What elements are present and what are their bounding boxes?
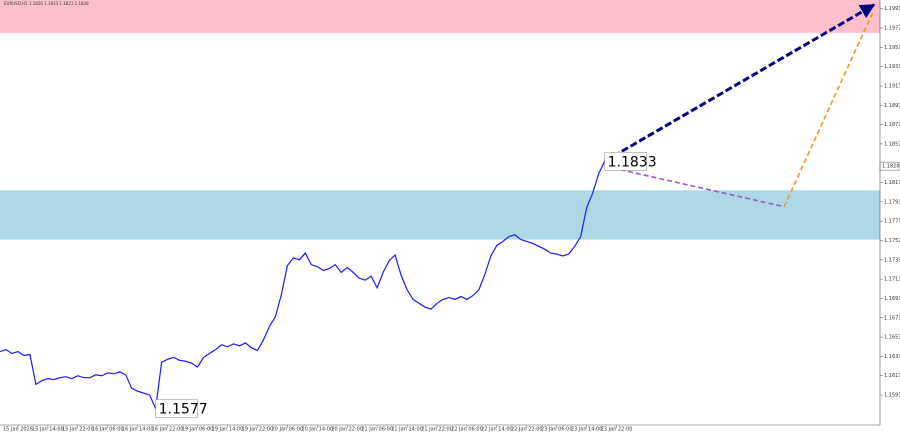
x-tick-label: 20 Jan 22:00 bbox=[331, 427, 363, 432]
y-tick-label: 1.1751 bbox=[884, 238, 900, 244]
y-tick-label: 1.1931 bbox=[884, 64, 900, 70]
y-tick-label: 1.1871 bbox=[884, 122, 900, 128]
y-tick-label: 1.1611 bbox=[884, 373, 900, 379]
y-tick-label: 1.1731 bbox=[884, 257, 900, 263]
forecast-line bbox=[783, 9, 875, 208]
x-tick-label: 22 Jan 06:00 bbox=[451, 427, 483, 432]
x-tick-label: 21 Jan 22:00 bbox=[421, 427, 453, 432]
x-tick-label: 20 Jan 14:00 bbox=[301, 427, 333, 432]
y-tick-label: 1.1631 bbox=[884, 354, 900, 360]
x-tick-label: 15 Jan 22:00 bbox=[62, 427, 94, 432]
y-tick-label: 1.1851 bbox=[884, 141, 900, 147]
x-tick-label: 23 Jan 14:00 bbox=[571, 427, 603, 432]
x-tick-label: 19 Jan 06:00 bbox=[182, 427, 214, 432]
current-price-label: 1.1828 bbox=[882, 164, 900, 170]
x-tick-label: 21 Jan 06:00 bbox=[361, 427, 393, 432]
annotation-label: 1.1833 bbox=[608, 154, 657, 170]
y-tick-label: 1.1911 bbox=[884, 83, 900, 89]
y-tick-label: 1.1591 bbox=[884, 393, 900, 399]
x-tick-label: 20 Jan 06:00 bbox=[272, 427, 304, 432]
annotation-box bbox=[604, 152, 647, 171]
y-tick-label: 1.1991 bbox=[884, 6, 900, 12]
y-tick-label: 1.1791 bbox=[884, 199, 900, 205]
y-tick-label: 1.1771 bbox=[884, 219, 900, 225]
x-tick-label: 19 Jan 14:00 bbox=[212, 427, 244, 432]
y-tick-label: 1.1671 bbox=[884, 315, 900, 321]
y-tick-label: 1.1951 bbox=[884, 45, 900, 51]
y-tick-label: 1.1651 bbox=[884, 335, 900, 341]
y-tick-label: 1.1711 bbox=[884, 277, 900, 283]
x-tick-label: 22 Jan 22:00 bbox=[511, 427, 543, 432]
y-tick-label: 1.1891 bbox=[884, 103, 900, 109]
x-tick-label: 16 Jan 06:00 bbox=[92, 427, 124, 432]
x-tick-label: 16 Jan 14:00 bbox=[122, 427, 154, 432]
annotation-label: 1.1577 bbox=[159, 402, 208, 418]
x-tick-label: 15 Jan 14:00 bbox=[32, 427, 64, 432]
zone bbox=[0, 190, 880, 240]
x-tick-label: 19 Jan 22:00 bbox=[242, 427, 274, 432]
x-tick-label: 16 Jan 22:00 bbox=[152, 427, 184, 432]
x-tick-label: 22 Jan 14:00 bbox=[481, 427, 513, 432]
price-line bbox=[0, 161, 606, 411]
zone bbox=[0, 0, 880, 33]
chart-title: EURUSD,H1 1.1826 1.1833 1.1821 1.1828 bbox=[4, 1, 89, 6]
y-tick-label: 1.1811 bbox=[884, 180, 900, 186]
y-tick-label: 1.1691 bbox=[884, 296, 900, 302]
x-tick-label: 23 Jan 22:00 bbox=[601, 427, 633, 432]
x-tick-label: 21 Jan 14:00 bbox=[391, 427, 423, 432]
y-tick-label: 1.1971 bbox=[884, 26, 900, 32]
x-tick-label: 23 Jan 06:00 bbox=[541, 427, 573, 432]
forecast-line bbox=[603, 3, 876, 163]
x-tick-label: 15 Jan 2026 bbox=[3, 427, 33, 432]
annotation-box bbox=[155, 399, 198, 418]
forecast-line bbox=[604, 165, 785, 208]
